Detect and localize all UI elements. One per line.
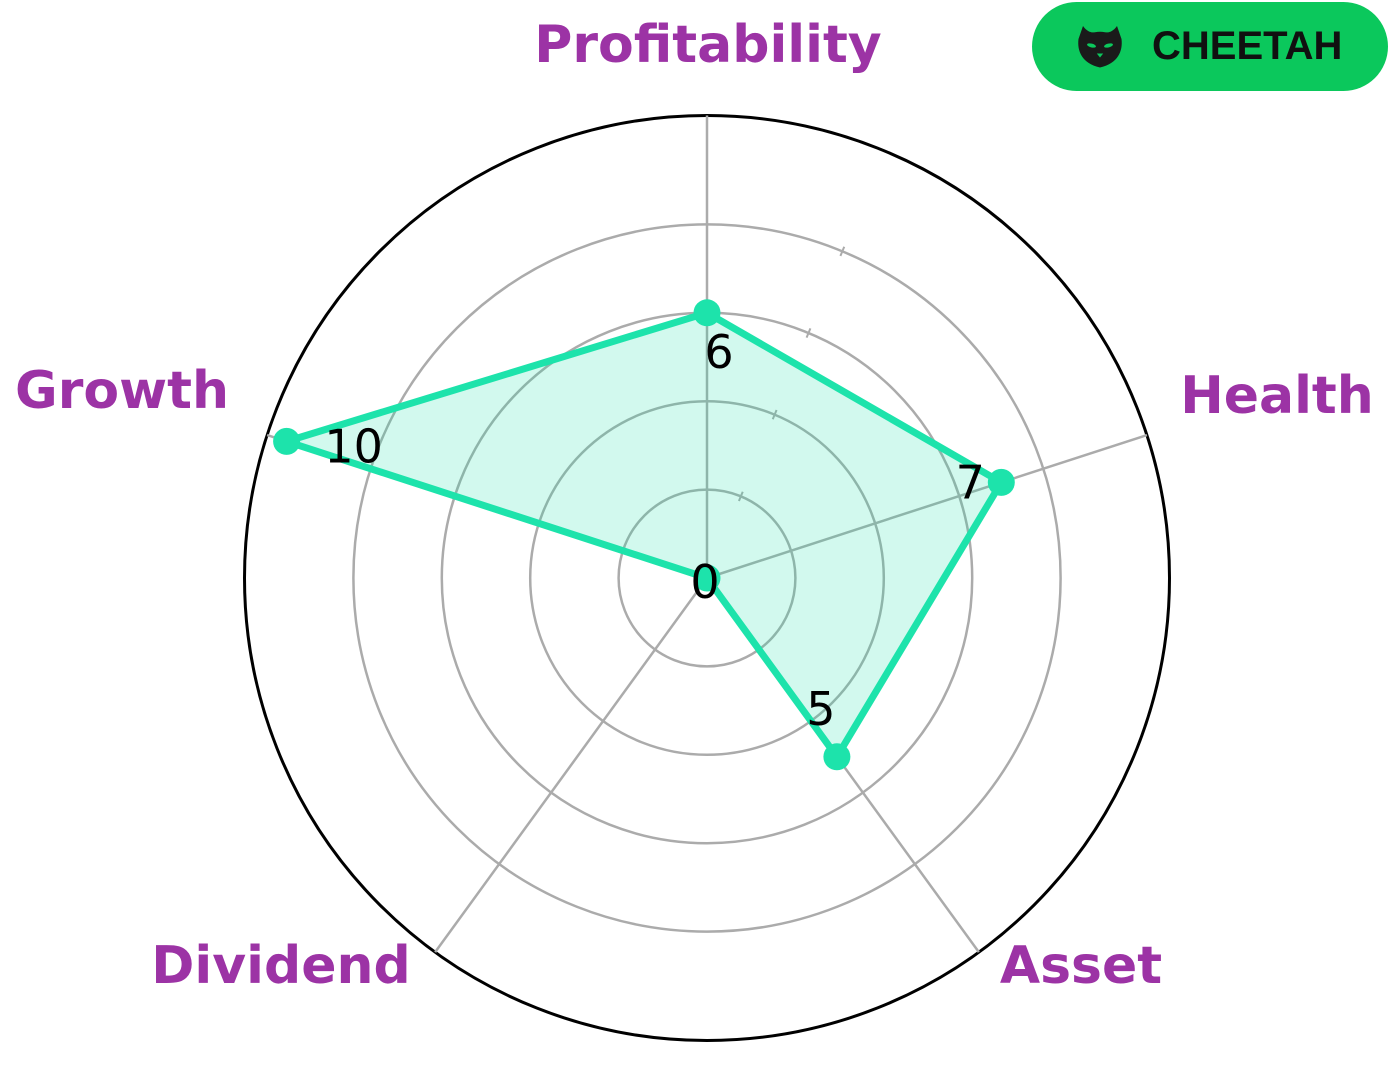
radar-series: 6 7 5 0 10 — [273, 299, 1015, 771]
radar-polygon — [283, 309, 1005, 761]
axis-spoke — [434, 577, 709, 953]
value-label: 0 — [690, 555, 719, 609]
r-tick — [737, 491, 744, 502]
value-label: 7 — [956, 455, 985, 509]
value-label: 5 — [806, 682, 835, 736]
category-label-health: Health — [1180, 366, 1374, 426]
cat-icon — [1078, 25, 1122, 67]
badge-label: CHEETAH — [1152, 24, 1343, 68]
r-tick — [771, 409, 778, 420]
value-label: 10 — [324, 419, 383, 473]
data-point-marker — [693, 564, 721, 592]
r-tick — [839, 246, 846, 257]
cheetah-badge: CHEETAH — [1032, 2, 1388, 91]
category-label-asset: Asset — [1000, 936, 1162, 996]
category-label-profitability: Profitability — [534, 15, 881, 75]
value-label: 6 — [704, 325, 733, 379]
data-point-marker — [987, 468, 1015, 496]
r-tick — [805, 327, 812, 338]
axis-spoke — [706, 433, 1148, 580]
data-point-marker — [693, 299, 721, 327]
data-point-marker — [823, 743, 851, 771]
data-point-marker — [273, 427, 301, 455]
axis-labels: Profitability Health Asset Dividend Grow… — [15, 15, 1374, 996]
category-label-dividend: Dividend — [151, 936, 410, 996]
category-label-growth: Growth — [15, 361, 229, 421]
